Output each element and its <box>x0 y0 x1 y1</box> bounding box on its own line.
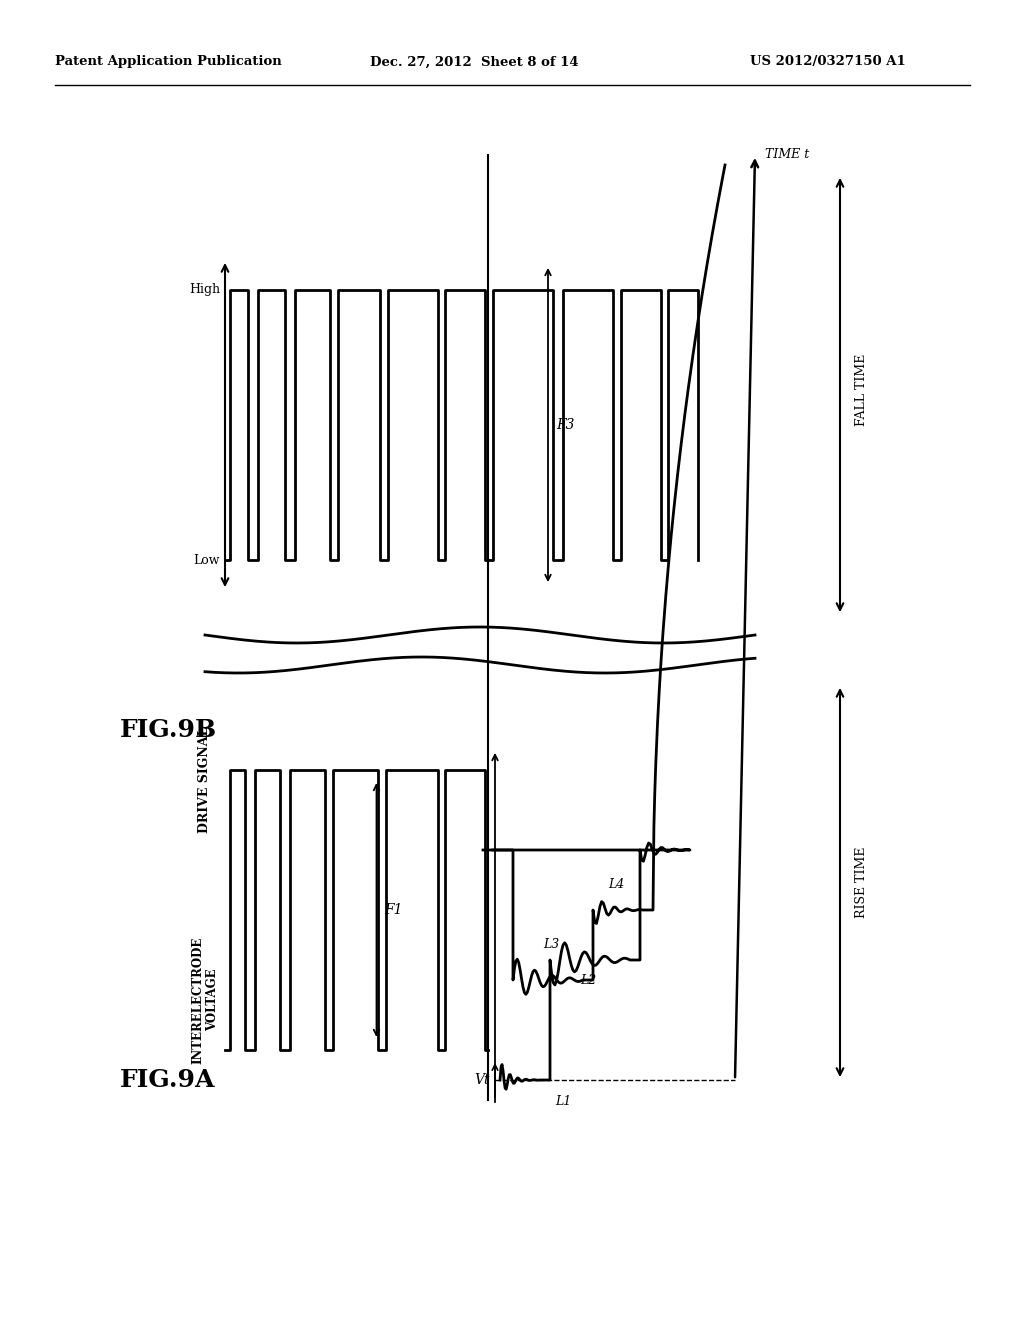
Text: High: High <box>188 284 220 297</box>
Text: INTERELECTRODE
VOLTAGE: INTERELECTRODE VOLTAGE <box>191 936 219 1064</box>
Text: Low: Low <box>194 553 220 566</box>
Text: F3: F3 <box>556 418 574 432</box>
Text: Dec. 27, 2012  Sheet 8 of 14: Dec. 27, 2012 Sheet 8 of 14 <box>370 55 579 69</box>
Text: DRIVE SIGNAL: DRIVE SIGNAL <box>199 727 212 833</box>
Text: TIME t: TIME t <box>765 149 809 161</box>
Text: Vt: Vt <box>474 1073 490 1086</box>
Text: L2: L2 <box>580 974 596 986</box>
Text: L4: L4 <box>608 879 625 891</box>
Text: FALL TIME: FALL TIME <box>855 354 868 426</box>
Text: Patent Application Publication: Patent Application Publication <box>55 55 282 69</box>
Text: F1: F1 <box>384 903 403 917</box>
Text: US 2012/0327150 A1: US 2012/0327150 A1 <box>750 55 906 69</box>
Text: FIG.9B: FIG.9B <box>120 718 217 742</box>
Text: L1: L1 <box>555 1096 571 1107</box>
Text: L3: L3 <box>543 939 559 952</box>
Text: RISE TIME: RISE TIME <box>855 846 868 919</box>
Text: FIG.9A: FIG.9A <box>120 1068 215 1092</box>
